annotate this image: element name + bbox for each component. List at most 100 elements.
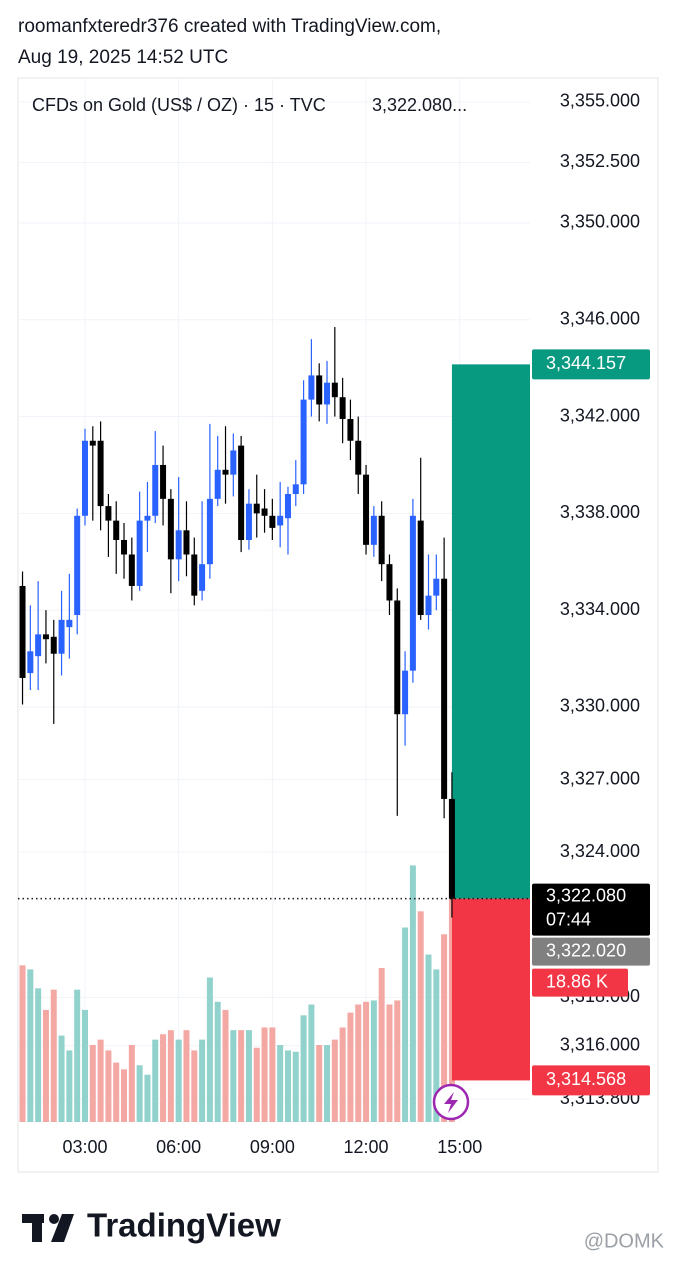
bid-label-box (532, 937, 650, 966)
volume-bar (378, 968, 385, 1122)
volume-bar (347, 1012, 354, 1122)
candle-body (105, 506, 112, 521)
volume-bar (300, 1015, 307, 1122)
candle-body (50, 636, 57, 654)
candle-body (308, 375, 315, 400)
alert-bolt (444, 1092, 458, 1113)
candle-body (316, 375, 323, 405)
y-tick-label: 3,350.000 (560, 212, 640, 232)
candle-body (277, 515, 284, 526)
volume-bar (42, 1009, 49, 1122)
target-label-box (532, 349, 650, 380)
candle-body (386, 564, 393, 601)
candle-body (394, 600, 401, 715)
candle-body (152, 464, 159, 516)
candle-body (363, 474, 370, 545)
volume-bar (167, 1030, 174, 1122)
volume-bar (97, 1039, 104, 1122)
volume-bar (324, 1045, 331, 1122)
candle-body (230, 450, 237, 475)
y-tick-label: 3,352.500 (560, 151, 640, 171)
candle-body (433, 578, 440, 596)
volume-bar (214, 1001, 221, 1122)
candle-body (160, 464, 167, 499)
chart-frame (17, 77, 659, 1173)
volume-bar (144, 1074, 151, 1122)
volume-bar (89, 1045, 96, 1122)
volume-bar (277, 1045, 284, 1122)
x-tick-label: 06:00 (156, 1137, 201, 1157)
candle-body (269, 515, 276, 528)
y-tick-label: 3,355.000 (560, 91, 640, 111)
candle-body (402, 670, 409, 715)
volume-bar (27, 969, 34, 1122)
candle-body (206, 498, 213, 565)
volume-bar (19, 965, 26, 1122)
candle-body (425, 595, 432, 616)
y-tick-label: 3,346.000 (560, 309, 640, 329)
volume-bar (441, 934, 448, 1122)
candle-body (121, 539, 128, 555)
candle-body (113, 520, 120, 540)
volume-bar (191, 1050, 198, 1122)
x-tick-label: 03:00 (62, 1137, 107, 1157)
candle-body (35, 634, 42, 657)
candle-body (128, 554, 135, 586)
volume-bar (128, 1045, 135, 1122)
volume-bar (222, 1009, 229, 1122)
volume-bar (284, 1050, 291, 1122)
y-tick-label: 3,330.000 (560, 696, 640, 716)
candle-body (167, 498, 174, 560)
volume-bar (50, 989, 57, 1122)
volume-bar (58, 1035, 65, 1122)
volume-bar (433, 969, 440, 1122)
candle-body (441, 578, 448, 799)
candle-body (66, 619, 73, 628)
profit-zone (451, 364, 530, 899)
y-tick-label: 3,316.000 (560, 1035, 640, 1055)
logo-slash (51, 1214, 74, 1242)
candle-body (378, 515, 385, 565)
volume-bar (316, 1045, 323, 1122)
volume-bar (113, 1062, 120, 1122)
candle-body (331, 382, 338, 398)
volume-bar (370, 1000, 377, 1122)
candle-body (97, 440, 104, 507)
volume-bar (230, 1030, 237, 1122)
candle-body (199, 564, 206, 591)
volume-bar (183, 1030, 190, 1122)
volume-bar (206, 977, 213, 1122)
volume-label-box (532, 968, 628, 997)
countdown-label: 07:44 (546, 909, 591, 929)
candle-body (238, 445, 245, 540)
legend-value: 3,322.080... (372, 95, 467, 115)
volume-bar (81, 1009, 88, 1122)
candle-body (355, 440, 362, 475)
watermark: @DOMK (584, 1230, 665, 1252)
volume-bar (331, 1039, 338, 1122)
logo-dot (49, 1214, 59, 1224)
volume-bar (105, 1050, 112, 1122)
candle-body (261, 508, 268, 516)
candle-body (300, 399, 307, 485)
candle-body (417, 520, 424, 616)
volume-bar (409, 865, 416, 1122)
x-tick-label: 15:00 (437, 1137, 482, 1157)
target-label: 3,344.157 (546, 353, 626, 373)
candle-body (89, 440, 96, 446)
y-tick-label: 3,342.000 (560, 405, 640, 425)
volume-bar (238, 1030, 245, 1122)
candle-body (222, 469, 229, 475)
candle-body (292, 484, 299, 495)
author-line: roomanfxteredr376 created with TradingVi… (18, 16, 441, 37)
last-price-label: 3,322.080 (546, 885, 626, 905)
volume-bar (74, 989, 81, 1122)
volume-bar (35, 988, 42, 1122)
y-tick-label: 3,334.000 (560, 599, 640, 619)
stop-label: 3,314.568 (546, 1069, 626, 1089)
volume-label: 18.86 K (546, 971, 608, 991)
bid-label: 3,322.020 (546, 940, 626, 960)
last-price-box (532, 883, 650, 936)
